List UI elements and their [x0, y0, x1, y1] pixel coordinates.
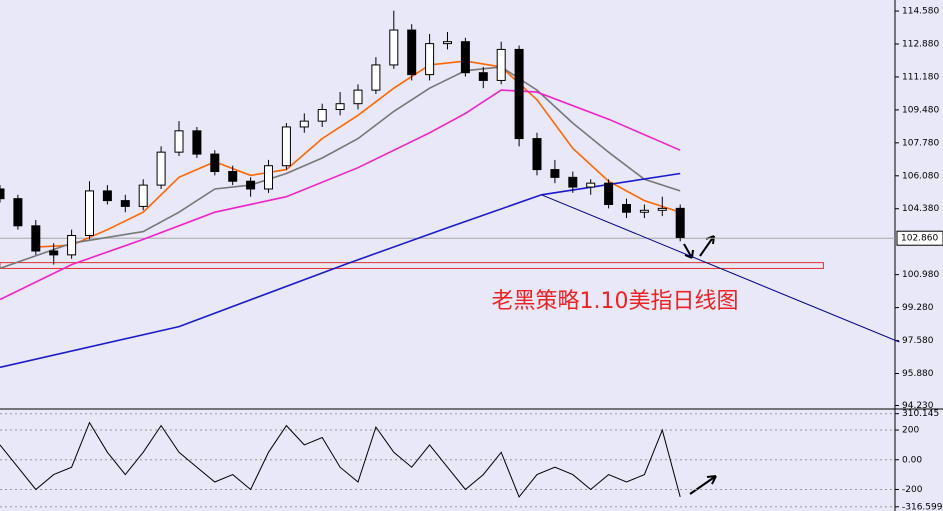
candle-body	[353, 89, 363, 105]
y-tick-label: 310.145	[902, 409, 939, 419]
candle-body	[281, 126, 291, 167]
y-tick-label: -200	[902, 485, 923, 495]
candle-body	[210, 153, 220, 173]
y-tick-label: 200	[902, 426, 919, 436]
y-tick-label: 94.230	[902, 401, 934, 411]
support-zone	[0, 262, 824, 269]
candle-body	[532, 138, 542, 171]
y-tick-label: 111.180	[902, 72, 939, 82]
y-tick-label: 100.980	[902, 270, 939, 280]
candle-body	[299, 120, 309, 128]
candle-body	[317, 109, 327, 122]
candle-body	[138, 184, 148, 207]
candle-body	[622, 203, 631, 213]
arrow-cci	[689, 475, 717, 495]
moving-average	[35, 60, 681, 248]
candle-body	[604, 182, 614, 205]
candle-body	[407, 29, 417, 76]
arrows	[683, 235, 717, 495]
candle-body	[425, 43, 435, 76]
candle-body	[496, 48, 506, 81]
candle-body	[49, 250, 59, 256]
candle-body	[675, 207, 685, 238]
y-tick-label: 99.280	[902, 303, 934, 313]
last-price-label: 102.860	[901, 234, 938, 244]
moving-average	[0, 89, 681, 301]
y-tick-label: 0.00	[902, 455, 922, 465]
candle-body	[246, 180, 256, 190]
y-tick-label: 114.580	[902, 7, 939, 17]
y-tick-label: -316.599	[902, 502, 943, 511]
candle-body	[371, 64, 381, 91]
candle-body	[85, 190, 94, 236]
moving-average	[0, 172, 681, 369]
candle-body	[120, 200, 130, 207]
candle-body	[335, 103, 345, 111]
moving-average	[0, 66, 681, 270]
last-price-box	[896, 230, 943, 246]
candle-body	[156, 151, 166, 186]
cci-line	[0, 421, 681, 498]
candle-body	[228, 171, 238, 182]
candle-body	[657, 207, 667, 211]
y-tick-label: 109.480	[902, 105, 939, 115]
candle-body	[478, 72, 488, 81]
y-tick-label: 104.380	[902, 204, 939, 214]
candle-body	[67, 234, 77, 256]
candle-body	[460, 41, 470, 74]
candle-body	[13, 198, 23, 227]
candle-body	[568, 176, 578, 188]
y-tick-label: 112.880	[902, 39, 939, 49]
candle-body	[102, 190, 112, 202]
candle-body	[639, 209, 649, 213]
y-tick-label: 107.780	[902, 138, 939, 148]
y-tick-label: 95.880	[902, 369, 934, 379]
y-tick-label: 97.580	[902, 336, 934, 346]
annotation: 老黑策略1.10美指日线图	[492, 289, 739, 314]
y-tick-label: 106.080	[902, 171, 939, 181]
candle-body	[264, 165, 273, 190]
candle-body	[550, 169, 560, 178]
candle-body	[514, 48, 524, 140]
candle-body	[389, 29, 399, 66]
trendline	[541, 194, 900, 343]
candle-body	[174, 130, 184, 153]
candle-body	[0, 188, 5, 200]
candle-body	[192, 130, 202, 155]
candle-body	[31, 225, 41, 252]
candle-body	[443, 41, 452, 45]
candle-body	[586, 182, 596, 188]
